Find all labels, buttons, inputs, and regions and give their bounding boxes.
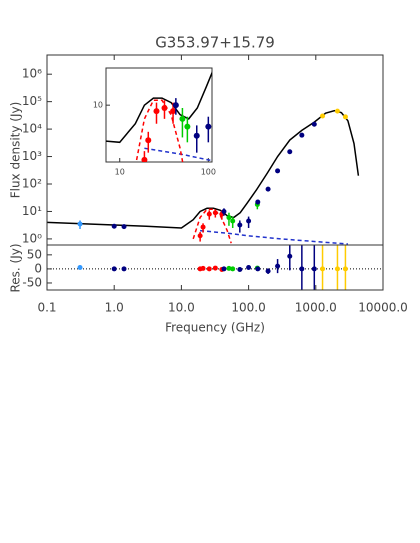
residual-tick-label: 0 [34, 261, 42, 275]
residual-tick-label: 50 [27, 247, 42, 261]
inset-model-curve [144, 147, 212, 162]
model-curve [192, 208, 232, 244]
residual-point [265, 268, 271, 274]
inset-x-tick-label: 100 [201, 168, 216, 177]
data-point [226, 215, 232, 221]
residual-point [287, 253, 293, 259]
inset-model-curve [135, 99, 184, 162]
y-tick-label: 10⁵ [22, 94, 42, 108]
data-point [265, 186, 271, 192]
inset-data-point [141, 156, 148, 162]
data-point [206, 211, 212, 217]
residual-point [200, 265, 206, 271]
y-tick-label: 10⁶ [22, 67, 42, 81]
data-point [212, 210, 218, 216]
data-point [311, 121, 317, 127]
data-point [320, 113, 326, 119]
data-point [299, 132, 305, 138]
y-tick-label: 10³ [22, 149, 42, 163]
residual-plot [47, 245, 383, 290]
residual-point [206, 266, 212, 272]
residual-point [230, 266, 236, 272]
residual-point [334, 266, 340, 272]
residual-point [77, 265, 83, 270]
data-point [255, 199, 261, 205]
x-tick-label: 0.1 [37, 301, 56, 315]
x-tick-label: 100.0 [231, 301, 265, 315]
main-plot [47, 108, 360, 245]
chart-title: G353.97+15.79 [155, 34, 275, 52]
inset-data-point [193, 132, 200, 139]
inset-data-point [153, 108, 160, 115]
inset-data-point [184, 123, 191, 130]
y-tick-label: 10² [22, 177, 42, 191]
inset-data-point [179, 115, 186, 122]
residual-tick-label: -50 [22, 275, 42, 289]
residual-point [221, 266, 227, 272]
residual-point [246, 265, 252, 270]
y-tick-label: 10⁰ [22, 231, 42, 245]
residual-point [121, 266, 127, 272]
data-point [221, 208, 227, 214]
inset-x-tick-label: 10 [115, 168, 125, 177]
inset-data-point [161, 104, 168, 111]
inset-model-curve [106, 70, 212, 144]
inset-data-point [170, 108, 177, 115]
x-tick-label: 1000.0 [295, 301, 337, 315]
residual-point [311, 266, 317, 272]
residual-point [255, 266, 261, 272]
residual-point [320, 266, 326, 272]
residual-point [212, 265, 218, 271]
residual-frame [46, 244, 384, 291]
data-point [342, 114, 348, 120]
x-axis-label: Frequency (GHz) [165, 321, 265, 335]
residual-point [342, 266, 348, 272]
data-point [246, 218, 252, 224]
data-point [230, 218, 236, 224]
inset-frame [105, 67, 213, 163]
inset-data-point [205, 123, 212, 130]
inset-data-point [145, 137, 152, 144]
x-tick-label: 10000.0 [358, 301, 408, 315]
y-tick-label: 10¹ [22, 204, 42, 218]
x-tick-label: 10.0 [168, 301, 195, 315]
residual-axis-label: Res. (Jy) [9, 243, 23, 292]
data-point [275, 168, 281, 174]
inset-data-point [172, 102, 179, 109]
data-point [111, 223, 117, 229]
model-curve [47, 109, 360, 229]
inset-plot [106, 70, 212, 162]
residual-point [226, 265, 232, 271]
residual-point [275, 263, 281, 269]
x-tick-label: 1.0 [105, 301, 124, 315]
data-point [237, 222, 243, 228]
y-axis-label: Flux density (Jy) [9, 102, 23, 199]
data-point [334, 108, 340, 114]
residual-point [299, 266, 305, 272]
data-point [121, 224, 127, 230]
data-point [287, 149, 293, 155]
data-point [77, 221, 83, 227]
data-point [197, 233, 203, 239]
y-tick-label: 10⁴ [22, 122, 42, 136]
residual-point [237, 266, 243, 272]
inset-y-tick-label: 10 [93, 101, 103, 110]
data-point [200, 224, 206, 230]
residual-point [111, 266, 117, 272]
